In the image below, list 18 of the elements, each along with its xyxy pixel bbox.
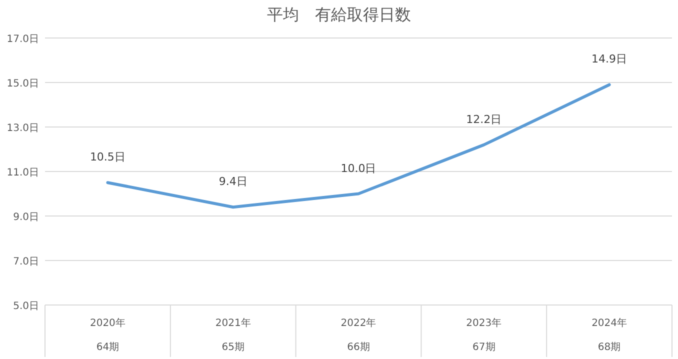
y-tick-label: 17.0日 (6, 34, 39, 45)
y-tick-label: 11.0日 (6, 168, 39, 178)
category-label: 2024年 68期 (592, 318, 628, 353)
data-label: 12.2日 (466, 112, 502, 126)
y-tick-label: 9.0日 (13, 212, 39, 223)
category-label: 2020年 64期 (90, 318, 126, 353)
y-tick-label: 7.0日 (13, 256, 39, 268)
data-label: 14.9日 (592, 52, 628, 66)
data-label: 10.0日 (340, 162, 376, 175)
y-tick-label: 15.0日 (6, 78, 39, 90)
chart-title: 平均 有給取得日数 (267, 5, 411, 24)
data-label: 9.4日 (218, 175, 248, 188)
category-label: 2021年 65期 (215, 318, 251, 353)
category-label: 2022年 66期 (340, 318, 376, 353)
y-tick-label: 13.0日 (6, 123, 39, 134)
y-tick-label: 5.0日 (13, 301, 39, 312)
data-label: 10.5日 (90, 150, 126, 164)
category-label: 2023年 67期 (466, 318, 502, 353)
